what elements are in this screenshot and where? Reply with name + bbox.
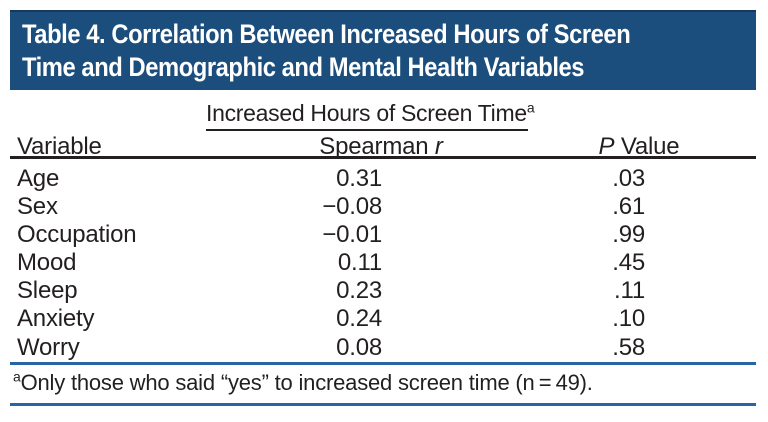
table-row: Anxiety 0.24 .10 [10,305,756,333]
cell-variable: Mood [17,249,77,277]
table-row: Sex −0.08 .61 [10,193,756,221]
cell-spearman-r: 0.24 [336,305,382,333]
cell-p-value: .58 [612,333,645,361]
cell-spearman-r: −0.01 [322,221,382,249]
cell-spearman-r: 0.23 [336,277,382,305]
column-header-variable: Variable [17,133,102,160]
cell-p-value: .03 [612,165,645,192]
table-row: Mood 0.11 .45 [10,249,756,277]
p-header-text: Value [614,133,680,160]
spanner-header-label: Increased Hours of Screen Time [206,100,527,126]
cell-p-value: .61 [612,193,645,221]
footnote-rule-top [10,362,756,365]
cell-p-value: .45 [612,249,645,277]
table-row: Occupation −0.01 .99 [10,221,756,249]
table-row: Age 0.31 .03 [10,165,756,193]
spearman-header-text: Spearman [319,133,435,160]
footnote-rule-bottom [10,403,756,406]
cell-variable: Age [17,165,60,192]
table-row: Sleep 0.23 .11 [10,277,756,305]
cell-variable: Occupation [17,221,137,249]
cell-p-value: .11 [614,277,645,305]
table-title-band: Table 4. Correlation Between Increased H… [10,10,756,90]
footnote-text: Only those who said “yes” to increased s… [20,370,593,395]
spanner-header: Increased Hours of Screen Timea [206,100,535,127]
cell-p-value: .99 [612,221,645,249]
table-body: Age 0.31 .03 Sex −0.08 .61 Occupation −0… [10,165,756,362]
spearman-header-italic-r: r [434,133,443,160]
table-title-line-2: Time and Demographic and Mental Health V… [22,52,585,82]
spanner-footnote-marker: a [526,99,535,116]
cell-p-value: .10 [612,305,645,333]
p-header-italic-p: P [598,133,615,160]
cell-variable: Anxiety [17,305,95,333]
spanner-rule [206,129,528,131]
column-header-spearman-r: Spearman r [206,133,556,161]
header-rule [10,156,756,159]
table-row: Worry 0.08 .58 [10,334,756,362]
table-footnote: aOnly those who said “yes” to increased … [13,370,753,396]
column-header-p-value: P Value [556,133,722,161]
cell-spearman-r: 0.08 [336,333,382,361]
cell-spearman-r: −0.08 [322,193,382,221]
table-title-line-1: Table 4. Correlation Between Increased H… [22,19,631,49]
footnote-marker: a [13,368,21,385]
cell-variable: Worry [17,333,80,361]
cell-spearman-r: 0.31 [336,165,382,192]
cell-spearman-r: 0.11 [337,249,382,277]
cell-variable: Sex [17,193,58,221]
cell-variable: Sleep [17,277,78,305]
